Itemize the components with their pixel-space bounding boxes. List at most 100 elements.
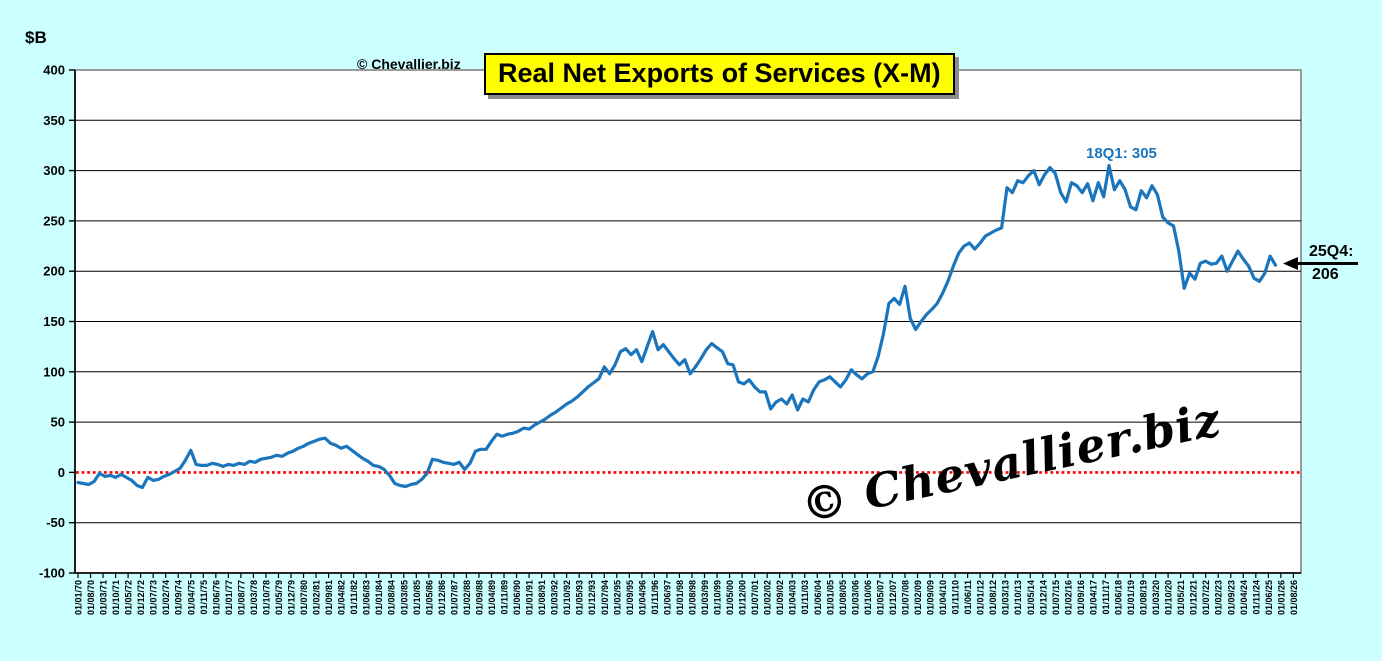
x-tick-label: 01/09/16 [1076,580,1086,615]
x-tick-label: 01/04/96 [637,580,647,615]
x-tick-label: 01/11/03 [800,580,810,615]
x-tick-label: 01/07/73 [149,580,159,615]
x-tick-label: 01/03/06 [850,580,860,615]
x-tick-label: 01/10/13 [1013,580,1023,615]
x-tick-label: 01/01/12 [976,580,986,615]
x-tick-label: 01/06/90 [512,580,522,615]
x-tick-label: 01/11/75 [199,580,209,615]
x-tick-label: 01/09/95 [625,580,635,615]
x-tick-label: 01/05/00 [725,580,735,615]
x-tick-label: 01/09/09 [926,580,936,615]
x-tick-label: 01/03/20 [1151,580,1161,615]
x-tick-label: 01/11/24 [1251,580,1261,615]
y-axis-unit-label: $B [25,28,47,47]
x-tick-label: 01/06/83 [362,580,372,615]
data-line [76,164,1278,490]
x-tick-label: 01/06/97 [662,580,672,615]
x-tick-label: 01/05/72 [124,580,134,615]
x-tick-label: 01/05/14 [1026,580,1036,615]
x-tick-label: 01/01/05 [825,580,835,615]
x-tick-label: 01/12/72 [136,580,146,615]
x-tick-label: 01/08/84 [387,580,397,615]
x-tick-label: 01/11/82 [349,580,359,615]
x-tick-label: 01/06/18 [1114,580,1124,615]
x-tick-label: 01/07/15 [1051,580,1061,615]
x-tick-label: 01/08/91 [537,580,547,615]
x-tick-label: 01/04/75 [186,580,196,615]
x-tick-label: 01/03/71 [99,580,109,615]
y-tick-label: 50 [51,415,65,430]
y-tick-label: 100 [43,364,65,379]
x-tick-label: 01/02/81 [312,580,322,615]
latest-annotation-value: 206 [1312,266,1339,283]
x-tick-label: 01/12/14 [1038,580,1048,615]
x-tick-label: 01/05/93 [575,580,585,615]
x-tick-label: 01/03/99 [700,580,710,615]
x-tick-label: 01/08/26 [1289,580,1299,615]
x-tick-label: 01/01/19 [1126,580,1136,615]
arrow-head-icon [1283,257,1298,270]
x-tick-label: 01/12/21 [1189,580,1199,615]
x-tick-label: 01/07/80 [299,580,309,615]
x-tick-label: 01/04/82 [337,580,347,615]
latest-annotation-quarter: 25Q4: [1309,243,1354,260]
y-tick-label: 0 [58,465,65,480]
x-tick-label: 01/12/86 [437,580,447,615]
x-tick-label: 01/12/79 [287,580,297,615]
x-tick-label: 01/02/16 [1063,580,1073,615]
chart-title: Real Net Exports of Services (X-M) [484,53,955,95]
x-tick-label: 01/09/74 [174,580,184,615]
x-tick-label: 01/10/99 [713,580,723,615]
x-tick-label: 01/04/10 [938,580,948,615]
x-tick-label: 01/03/85 [399,580,409,615]
x-tick-label: 01/09/02 [775,580,785,615]
y-tick-label: 250 [43,213,65,228]
y-tick-label: 200 [43,264,65,279]
x-tick-label: 01/07/22 [1201,580,1211,615]
x-tick-label: 01/08/77 [236,580,246,615]
x-tick-label: 01/09/88 [475,580,485,615]
x-tick-label: 01/07/08 [901,580,911,615]
x-tick-label: 01/03/13 [1001,580,1011,615]
copyright-text-top: © Chevallier.biz [357,56,461,72]
x-tick-label: 01/06/11 [963,580,973,615]
x-tick-label: 01/03/78 [249,580,259,615]
x-tick-label: 01/06/76 [211,580,221,615]
y-tick-label: -50 [46,515,65,530]
x-tick-label: 01/01/91 [525,580,535,615]
x-tick-label: 01/10/20 [1164,580,1174,615]
x-tick-label: 01/02/02 [763,580,773,615]
x-tick-label: 01/04/17 [1088,580,1098,615]
x-tick-label: 01/03/92 [550,580,560,615]
x-tick-label: 01/12/07 [888,580,898,615]
x-tick-label: 01/10/92 [562,580,572,615]
x-tick-label: 01/12/93 [587,580,597,615]
x-tick-label: 01/02/88 [462,580,472,615]
x-tick-label: 01/06/04 [813,580,823,615]
x-tick-label: 01/04/03 [788,580,798,615]
x-tick-label: 01/11/10 [951,580,961,615]
x-tick-label: 01/12/00 [738,580,748,615]
x-tick-label: 01/02/23 [1214,580,1224,615]
x-tick-label: 01/05/79 [274,580,284,615]
x-tick-label: 01/08/05 [838,580,848,615]
x-tick-label: 01/01/70 [74,580,84,615]
peak-annotation: 18Q1: 305 [1086,145,1157,162]
x-tick-label: 01/09/23 [1226,580,1236,615]
x-tick-label: 01/02/95 [612,580,622,615]
x-tick-label: 01/01/26 [1276,580,1286,615]
x-tick-label: 01/01/98 [675,580,685,615]
x-tick-label: 01/08/12 [988,580,998,615]
x-tick-label: 01/02/74 [161,580,171,615]
x-tick-label: 01/04/89 [487,580,497,615]
y-tick-label: 300 [43,163,65,178]
x-tick-label: 01/06/25 [1264,580,1274,615]
x-tick-label: 01/11/89 [500,580,510,615]
x-tick-label: 01/07/01 [750,580,760,615]
x-tick-label: 01/08/98 [688,580,698,615]
x-tick-label: 01/07/87 [449,580,459,615]
x-tick-label: 01/05/86 [424,580,434,615]
x-tick-label: 01/04/24 [1239,580,1249,615]
